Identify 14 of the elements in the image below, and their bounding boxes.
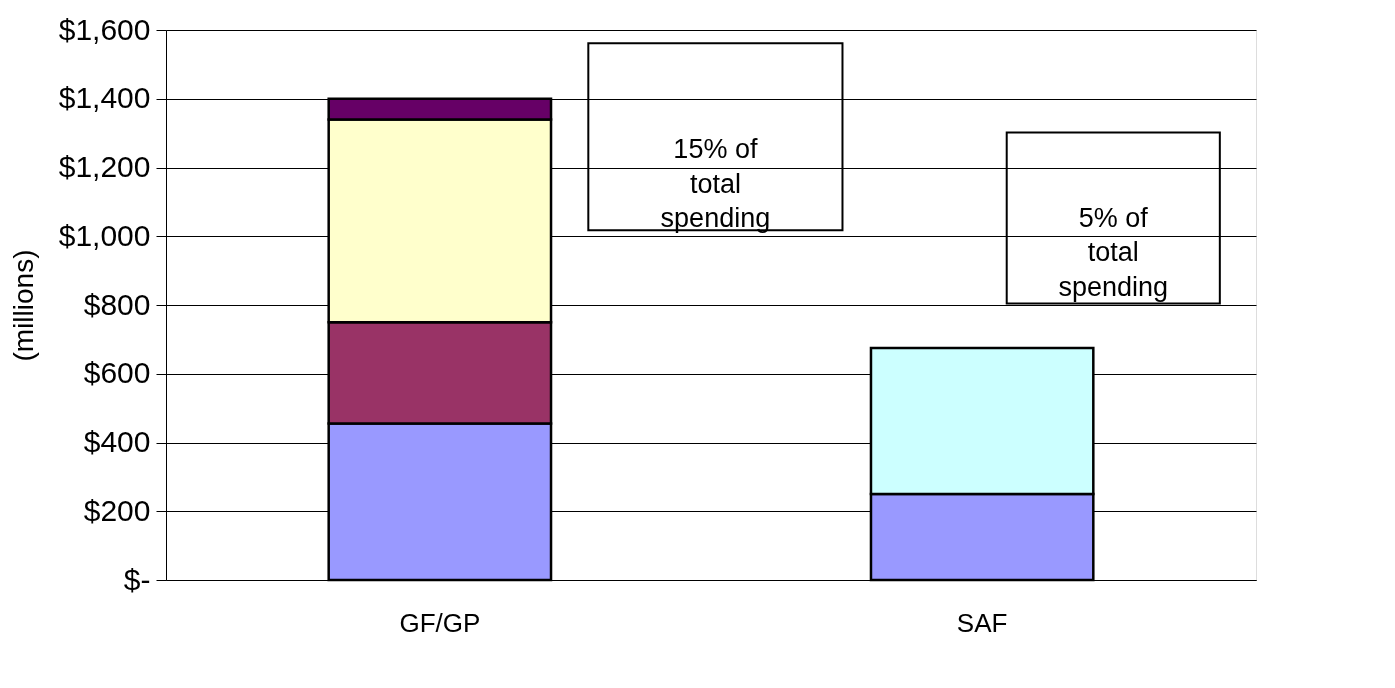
y-tick-label: $400 (83, 425, 151, 458)
y-tick-label: $600 (83, 356, 151, 390)
y-tick-label: $200 (83, 493, 151, 527)
y-tick-label: $800 (83, 287, 151, 321)
y-tick-label: $1,200 (58, 150, 151, 183)
y-tick-label: $1,000 (58, 218, 151, 252)
x-tick-label: GF/GP (399, 607, 481, 638)
y-tick-label: $1,600 (58, 12, 151, 46)
y-axis-title: (millions) (7, 249, 39, 362)
y-tick-label: $1,400 (58, 81, 151, 115)
annotation: 5% of total spending (1058, 203, 1169, 302)
y-tick-label: $- (123, 562, 151, 596)
annotation: 15% of total spending (660, 134, 771, 234)
x-tick-label: SAF (956, 607, 1008, 638)
